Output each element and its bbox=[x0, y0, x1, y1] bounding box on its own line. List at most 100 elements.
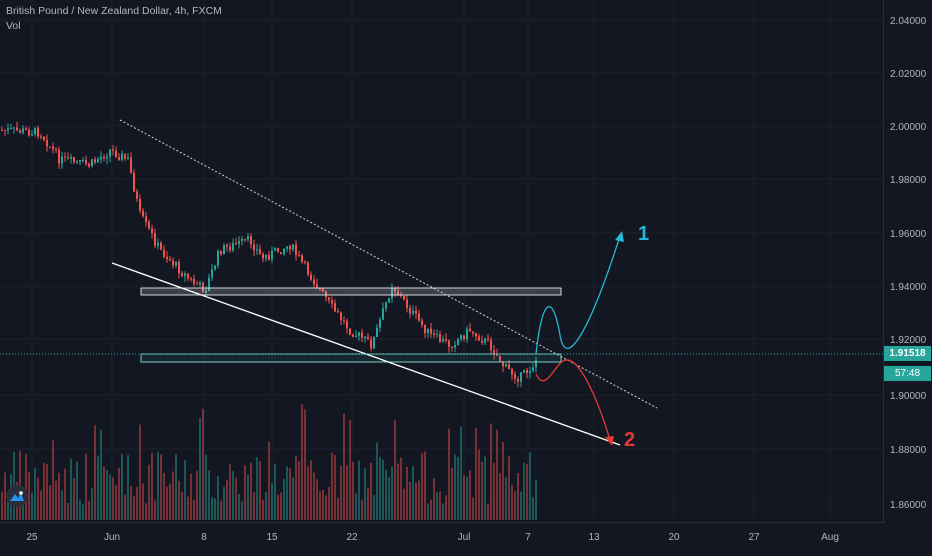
resistance-zone[interactable] bbox=[140, 287, 562, 296]
tradingview-logo-icon[interactable] bbox=[6, 485, 28, 507]
candle-body bbox=[325, 291, 327, 298]
volume-bar bbox=[370, 463, 372, 520]
scenario-2-label: 2 bbox=[624, 429, 635, 451]
price-label: 2.02000 bbox=[890, 69, 927, 80]
candle-body bbox=[493, 350, 495, 355]
volume-indicator-label[interactable]: Vol bbox=[6, 20, 21, 32]
price-axis-labels: 2.04000 2.02000 2.00000 1.98000 1.96000 1.940… bbox=[890, 16, 927, 511]
candle-body bbox=[217, 250, 219, 266]
volume-bar bbox=[64, 468, 66, 520]
volume-bar bbox=[373, 495, 375, 520]
candle-body bbox=[97, 159, 99, 163]
volume-bar bbox=[82, 504, 84, 520]
time-axis-labels: 25 Jun 8 15 22 Jul 7 13 20 27 Aug bbox=[26, 532, 838, 543]
candle-body bbox=[70, 157, 72, 159]
candle-body bbox=[238, 240, 240, 245]
candle-body bbox=[277, 247, 279, 253]
candle-body bbox=[181, 273, 183, 276]
candle-body bbox=[313, 279, 315, 285]
candle-body bbox=[256, 249, 258, 251]
candle-body bbox=[55, 149, 57, 151]
candle-body bbox=[265, 254, 267, 259]
time-label: 8 bbox=[201, 532, 207, 543]
candle-body bbox=[319, 288, 321, 290]
upper-trendline[interactable] bbox=[119, 119, 658, 409]
candle-body bbox=[454, 345, 456, 348]
volume-bar bbox=[241, 501, 243, 520]
candle-body bbox=[487, 338, 489, 340]
symbol-title[interactable]: British Pound / New Zealand Dollar, 4h, … bbox=[6, 5, 222, 17]
candle-body bbox=[286, 246, 288, 249]
volume-bar bbox=[232, 471, 234, 520]
candle-body bbox=[484, 338, 486, 343]
volume-bar bbox=[361, 499, 363, 520]
price-axis[interactable]: 2.04000 2.02000 2.00000 1.98000 1.96000 1.940… bbox=[884, 0, 932, 522]
volume-bar bbox=[286, 466, 288, 520]
volume-bar bbox=[259, 461, 261, 520]
candle-body bbox=[187, 273, 189, 279]
volume-bar bbox=[205, 454, 207, 520]
candle-body bbox=[136, 191, 138, 199]
volume-bar bbox=[124, 494, 126, 520]
candle-body bbox=[31, 134, 33, 136]
candle-body bbox=[436, 333, 438, 335]
candle-body bbox=[343, 320, 345, 322]
scenario-1-path[interactable] bbox=[535, 235, 621, 355]
price-label: 2.04000 bbox=[890, 16, 927, 27]
scenario-2-path[interactable] bbox=[535, 359, 611, 441]
support-zone[interactable] bbox=[140, 353, 562, 363]
volume-bar bbox=[154, 500, 156, 520]
scenario-1-arrowhead bbox=[615, 231, 624, 242]
candle-body bbox=[463, 335, 465, 340]
volume-bar bbox=[217, 475, 219, 520]
volume-bar bbox=[166, 486, 168, 520]
candle-body bbox=[208, 277, 210, 291]
volume-bar bbox=[67, 502, 69, 520]
scenario-2-arrowhead bbox=[605, 436, 614, 446]
volume-bar bbox=[496, 429, 498, 520]
volume-bar bbox=[244, 465, 246, 520]
candle-body bbox=[193, 278, 195, 284]
candle-body bbox=[58, 149, 60, 164]
time-axis[interactable]: 25 Jun 8 15 22 Jul 7 13 20 27 Aug bbox=[0, 522, 884, 550]
time-label: 15 bbox=[266, 532, 278, 543]
candle-body bbox=[73, 157, 75, 163]
price-chart[interactable]: 1 2 bbox=[0, 0, 884, 522]
volume-bar bbox=[151, 452, 153, 520]
volume-bar bbox=[364, 468, 366, 520]
candle-body bbox=[172, 260, 174, 266]
volume-bar bbox=[433, 478, 435, 520]
candle-body bbox=[382, 308, 384, 320]
candle-body bbox=[166, 256, 168, 260]
candle-body bbox=[292, 244, 294, 250]
volume-bar bbox=[52, 440, 54, 520]
volume-bar bbox=[34, 467, 36, 520]
volume-bar bbox=[115, 484, 117, 520]
volume-bar bbox=[505, 476, 507, 520]
candle-body bbox=[424, 324, 426, 334]
candle-body bbox=[25, 128, 27, 130]
price-label: 1.86000 bbox=[890, 500, 927, 511]
volume-bar bbox=[220, 500, 222, 520]
candle-body bbox=[145, 216, 147, 222]
volume-bar bbox=[97, 455, 99, 520]
candle-body bbox=[82, 159, 84, 161]
candle-body bbox=[535, 360, 537, 368]
volume-bar bbox=[487, 503, 489, 520]
candle-body bbox=[457, 339, 459, 346]
volume-bar bbox=[457, 456, 459, 520]
candle-body bbox=[352, 334, 354, 337]
volume-bar bbox=[268, 441, 270, 520]
candle-body bbox=[148, 221, 150, 229]
volume-bar bbox=[199, 418, 201, 520]
volume-bar bbox=[511, 484, 513, 520]
volume-bar bbox=[1, 491, 3, 520]
volume-bar bbox=[55, 480, 57, 520]
candle-body bbox=[460, 335, 462, 340]
volume-bar bbox=[454, 454, 456, 520]
volume-bar bbox=[46, 463, 48, 520]
volume-bar bbox=[463, 475, 465, 520]
chart-area[interactable]: 1 2 British Pound / New Zealand Dollar, … bbox=[0, 0, 884, 522]
candle-body bbox=[490, 339, 492, 351]
candle-body bbox=[499, 355, 501, 362]
